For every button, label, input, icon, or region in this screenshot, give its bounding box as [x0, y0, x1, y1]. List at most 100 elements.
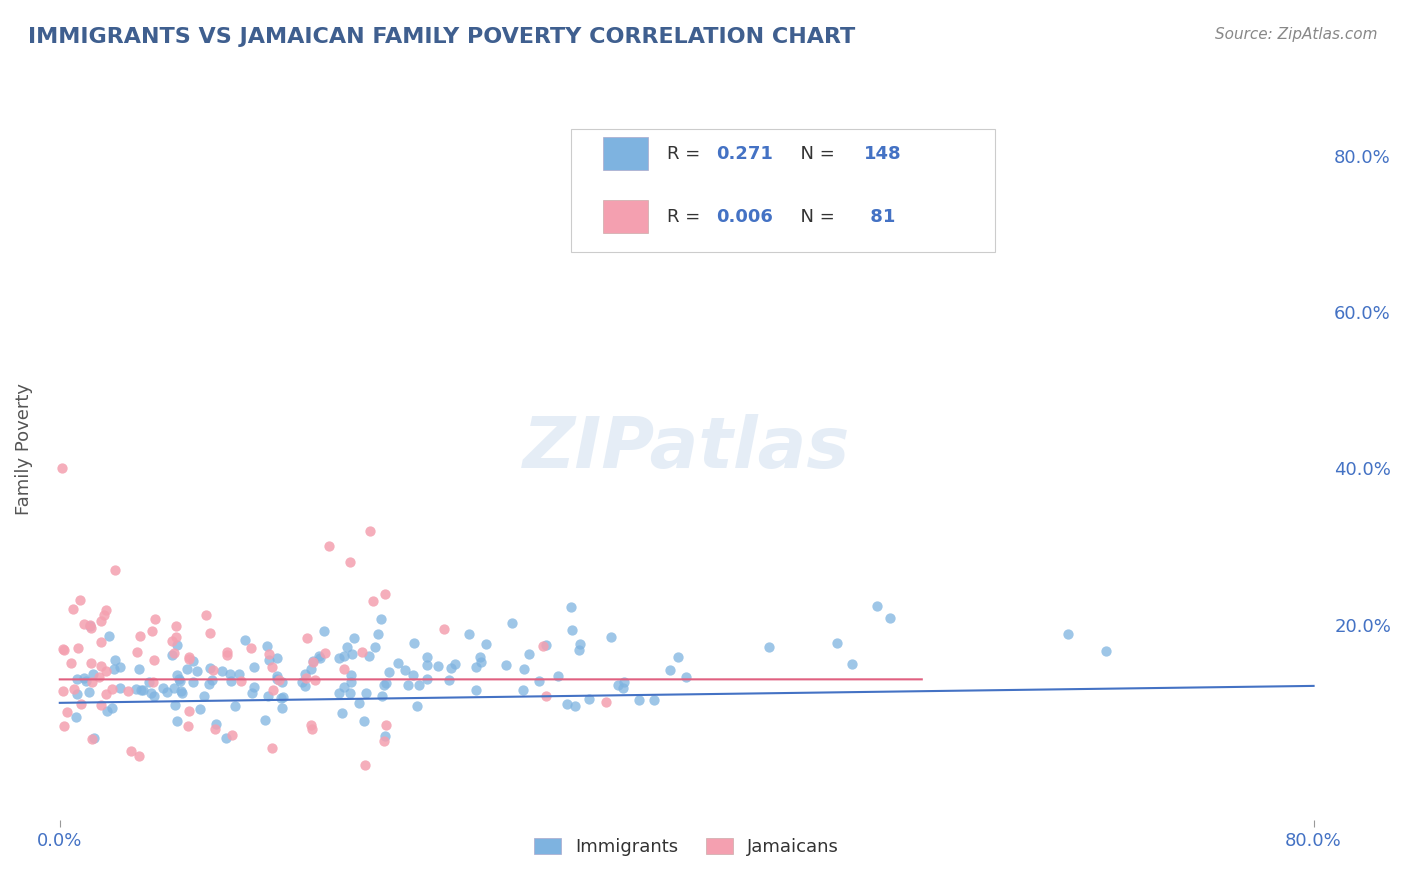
Point: [364, 640, 387, 654]
Point: [440, 661, 463, 675]
Point: [90, 658, 112, 673]
Point: [256, 639, 278, 653]
Point: [612, 681, 634, 696]
Point: [408, 677, 430, 691]
Point: [262, 660, 284, 674]
Point: [90, 698, 112, 712]
Point: [66, 687, 89, 701]
Point: [627, 693, 650, 707]
Point: [70, 697, 93, 711]
Point: [299, 662, 322, 676]
Point: [387, 656, 409, 670]
Point: [370, 612, 392, 626]
Point: [170, 686, 193, 700]
Point: [201, 673, 224, 687]
Point: [256, 689, 278, 703]
Point: [512, 683, 534, 698]
Point: [186, 665, 208, 679]
Point: [240, 640, 263, 655]
Point: [181, 674, 204, 689]
Point: [330, 706, 353, 720]
Point: [198, 661, 221, 675]
Point: [352, 645, 374, 659]
Point: [188, 702, 211, 716]
Point: [163, 698, 186, 712]
Text: 81: 81: [865, 208, 896, 226]
Point: [198, 677, 221, 691]
Point: [104, 653, 127, 667]
Point: [301, 722, 323, 736]
Point: [354, 686, 377, 700]
Point: [402, 668, 425, 682]
Point: [201, 664, 224, 678]
Point: [373, 677, 395, 691]
Point: [457, 626, 479, 640]
Point: [416, 650, 439, 665]
Point: [353, 714, 375, 729]
Point: [139, 686, 162, 700]
Point: [69, 592, 91, 607]
Point: [595, 695, 617, 709]
Point: [181, 654, 204, 668]
Point: [162, 648, 184, 663]
Point: [271, 690, 294, 704]
Text: 148: 148: [865, 145, 901, 163]
Point: [228, 666, 250, 681]
Point: [217, 648, 239, 663]
Point: [129, 682, 152, 697]
Point: [128, 749, 150, 764]
Point: [166, 714, 188, 728]
Point: [295, 631, 318, 645]
Point: [193, 690, 215, 704]
Point: [495, 657, 517, 672]
Point: [103, 662, 125, 676]
Point: [117, 683, 139, 698]
Point: [204, 723, 226, 737]
Legend: Immigrants, Jamaicans: Immigrants, Jamaicans: [527, 830, 846, 863]
Point: [367, 626, 389, 640]
FancyBboxPatch shape: [603, 136, 648, 170]
Point: [374, 676, 396, 690]
Point: [215, 731, 238, 745]
Point: [470, 655, 492, 669]
Point: [294, 671, 316, 685]
Point: [534, 638, 557, 652]
Point: [243, 660, 266, 674]
Point: [152, 681, 174, 696]
Point: [80, 657, 103, 671]
Point: [243, 681, 266, 695]
Point: [465, 660, 488, 674]
Point: [536, 690, 558, 704]
Point: [301, 654, 323, 668]
Point: [547, 668, 569, 682]
Point: [314, 646, 336, 660]
Point: [97, 629, 120, 643]
Point: [75, 674, 97, 689]
Point: [177, 719, 200, 733]
Point: [132, 682, 155, 697]
Point: [62, 602, 84, 616]
Point: [294, 679, 316, 693]
Point: [675, 670, 697, 684]
Point: [204, 717, 226, 731]
Point: [221, 728, 243, 742]
Point: [374, 587, 396, 601]
Point: [531, 640, 554, 654]
Point: [474, 637, 496, 651]
Point: [224, 698, 246, 713]
Point: [402, 636, 425, 650]
Point: [333, 662, 356, 676]
Point: [63, 681, 86, 696]
Point: [406, 698, 429, 713]
Point: [179, 650, 201, 665]
Point: [66, 672, 89, 686]
Point: [433, 623, 456, 637]
Point: [426, 659, 449, 673]
Point: [266, 669, 288, 683]
FancyBboxPatch shape: [603, 200, 648, 234]
Point: [82, 675, 104, 690]
Point: [555, 697, 578, 711]
Point: [304, 673, 326, 687]
Point: [879, 611, 901, 625]
Point: [561, 624, 583, 638]
